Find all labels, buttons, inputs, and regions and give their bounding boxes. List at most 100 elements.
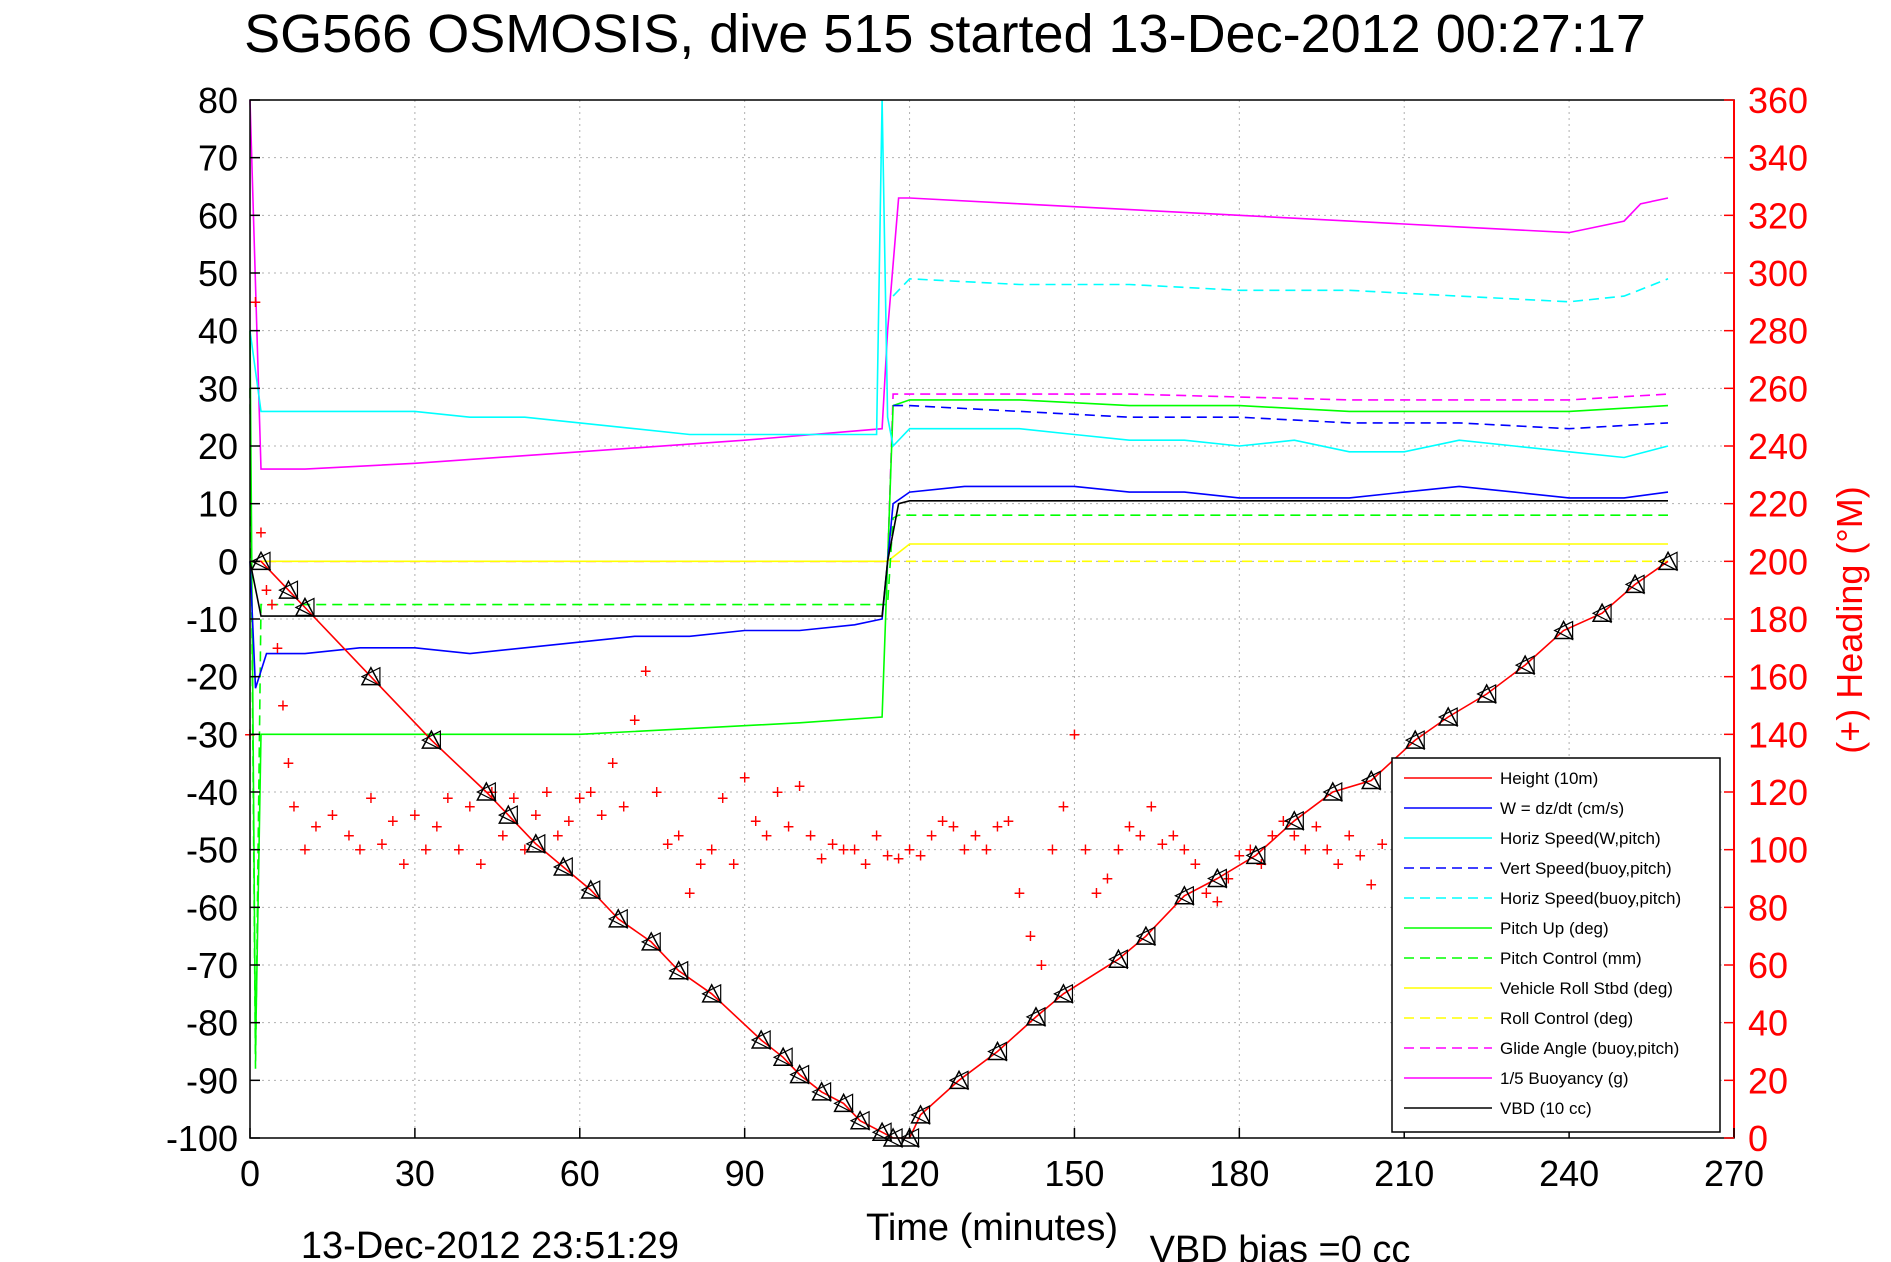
heading-point: + <box>816 848 828 870</box>
vbd-bowtie-marker <box>580 880 601 901</box>
heading-point: + <box>1091 883 1103 905</box>
vbd-triangle-marker <box>1245 844 1267 865</box>
y-right-tick-label: 260 <box>1748 368 1808 409</box>
y-tick-label: -20 <box>186 657 238 698</box>
heading-point: + <box>277 696 289 718</box>
vbd-triangle-marker <box>910 1104 931 1124</box>
legend-label: W = dz/dt (cm/s) <box>1500 799 1624 818</box>
vbd-bowtie-marker <box>1245 845 1266 866</box>
y-right-tick-label: 20 <box>1748 1060 1788 1101</box>
vbd-triangle-marker <box>833 1092 854 1113</box>
heading-point: + <box>1244 840 1256 862</box>
vbd-bowtie-marker <box>475 782 496 802</box>
vbd-triangle-marker <box>1553 619 1574 640</box>
vbd-bowtie-marker <box>668 960 689 981</box>
y-tick-label: 40 <box>198 311 238 352</box>
heading-point: + <box>283 753 295 775</box>
heading-point: + <box>827 834 839 856</box>
heading-point: + <box>959 840 971 862</box>
y-tick-label: 60 <box>198 195 238 236</box>
heading-point: + <box>530 805 542 827</box>
x-tick-label: 270 <box>1704 1153 1764 1194</box>
heading-point: + <box>475 854 487 876</box>
heading-point: + <box>761 825 773 847</box>
vbd-triangle-marker <box>1025 1006 1047 1026</box>
y-tick-label: -90 <box>186 1060 238 1101</box>
y-tick-label: 30 <box>198 368 238 409</box>
series-line-horiz-speed-buoy-pitch <box>892 277 1669 303</box>
heading-point: + <box>992 817 1004 839</box>
vbd-bowtie-marker <box>1360 770 1381 791</box>
vbd-bowtie-marker <box>833 1093 854 1114</box>
heading-point: + <box>376 834 388 856</box>
vbd-triangle-marker <box>750 1029 772 1049</box>
vbd-bowtie-marker <box>750 1029 771 1050</box>
series-line-vert-speed-buoy-pitch <box>893 404 1669 430</box>
chart-title: SG566 OSMOSIS, dive 515 started 13-Dec-2… <box>244 4 1646 64</box>
vbd-bowtie-marker <box>294 597 315 618</box>
heading-point: + <box>266 595 278 617</box>
y-right-tick-label: 240 <box>1748 426 1808 467</box>
heading-point: + <box>585 782 597 804</box>
y-right-tick-label: 40 <box>1748 1003 1788 1044</box>
heading-point: + <box>261 580 273 602</box>
heading-point: + <box>772 782 784 804</box>
series-line-pitch-control-mm <box>249 388 1668 1069</box>
y-tick-label: -10 <box>186 599 238 640</box>
heading-point: + <box>1146 796 1158 818</box>
y-tick-label: -70 <box>186 945 238 986</box>
heading-point: + <box>728 854 740 876</box>
x-tick-label: 0 <box>240 1153 260 1194</box>
vbd-bowtie-marker <box>250 551 271 572</box>
heading-point: + <box>981 840 993 862</box>
vbd-bowtie-marker <box>1108 949 1129 970</box>
heading-point: + <box>1036 955 1048 977</box>
heading-point: + <box>1233 845 1245 867</box>
vbd-triangle-marker <box>608 908 629 928</box>
y-right-tick-label: 160 <box>1748 657 1808 698</box>
heading-point: + <box>1277 811 1289 833</box>
x-axis: 0 30 60 90 120 150 180 210 240 270 <box>240 1128 1764 1194</box>
heading-point: + <box>1201 883 1213 905</box>
heading-point: + <box>937 811 949 833</box>
footer-timestamp: 13-Dec-2012 23:51:29 <box>301 1225 679 1262</box>
vbd-triangle-marker <box>772 1046 794 1067</box>
heading-point: + <box>398 854 410 876</box>
heading-point: + <box>673 825 685 847</box>
heading-point: + <box>882 845 894 867</box>
heading-point: + <box>464 796 476 818</box>
legend-label: VBD (10 cc) <box>1500 1099 1592 1118</box>
heading-point: + <box>1047 840 1059 862</box>
x-tick-label: 90 <box>725 1153 765 1194</box>
vbd-bowtie-marker <box>360 666 381 687</box>
vbd-triangle-marker <box>987 1040 1008 1061</box>
vbd-bowtie-marker <box>1514 655 1535 676</box>
heading-point: + <box>915 845 927 867</box>
y-tick-label: 10 <box>198 484 238 525</box>
heading-point: + <box>904 840 916 862</box>
vbd-triangle-marker <box>1108 948 1129 968</box>
vbd-bowtie-marker <box>772 1047 793 1068</box>
heading-point: + <box>651 782 663 804</box>
heading-point: + <box>420 840 432 862</box>
series-line-glide-angle-buoy-pitch <box>250 393 1669 563</box>
vbd-triangle-marker <box>1404 729 1426 749</box>
y-tick-label: 20 <box>198 426 238 467</box>
vbd-bowtie-marker <box>525 833 546 854</box>
y-right-tick-label: 0 <box>1748 1118 1768 1159</box>
heading-point: + <box>629 710 641 732</box>
legend: Height (10m) W = dz/dt (cm/s) Horiz Speed(… <box>1391 757 1721 1133</box>
y-right-tick-label: 200 <box>1748 541 1808 582</box>
vbd-triangle-marker <box>580 879 602 899</box>
heading-point: + <box>1212 892 1224 914</box>
legend-label: 1/5 Buoyancy (g) <box>1500 1069 1629 1088</box>
heading-point: + <box>574 788 586 810</box>
heading-point: + <box>272 638 284 660</box>
vbd-triangle-marker <box>849 1110 871 1130</box>
heading-point: + <box>343 825 355 847</box>
y-tick-label: -100 <box>166 1118 238 1159</box>
x-tick-label: 180 <box>1209 1153 1269 1194</box>
x-axis-label: Time (minutes) <box>866 1207 1118 1249</box>
heading-point: + <box>1365 874 1377 896</box>
vbd-triangle-marker <box>553 856 574 876</box>
